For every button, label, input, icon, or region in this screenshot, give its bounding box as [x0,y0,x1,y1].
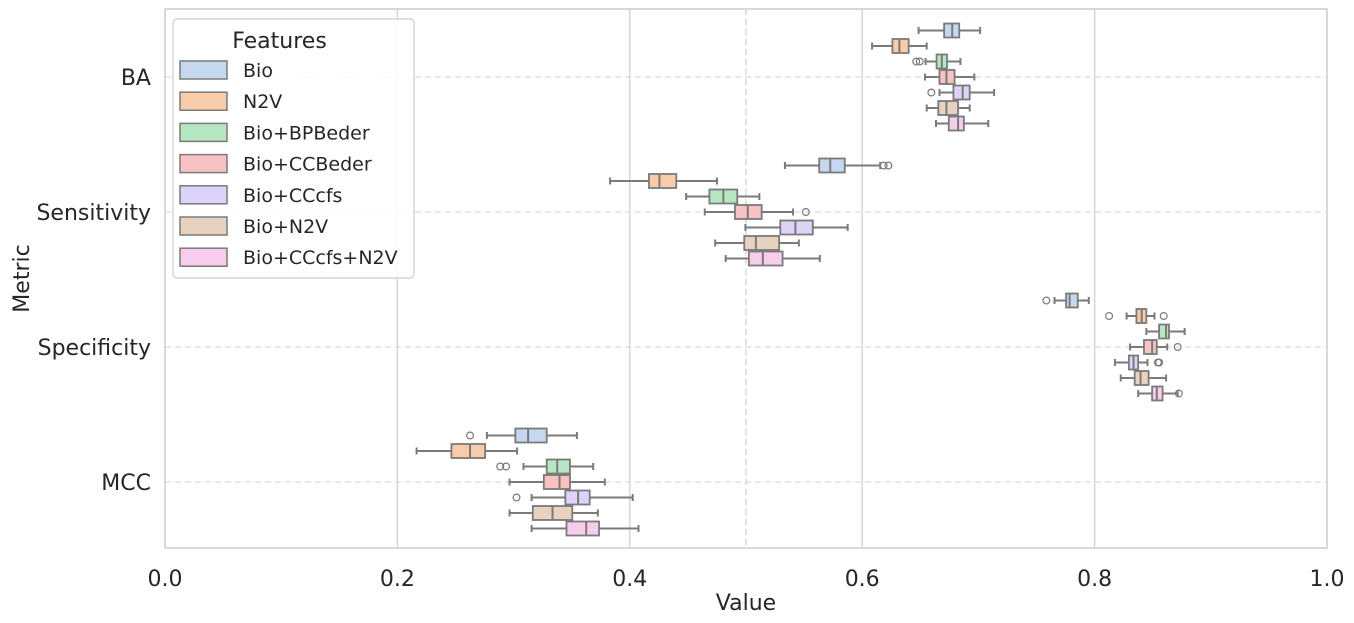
outlier-point [512,493,521,502]
series-bio-cccfs-n2v [530,115,1183,537]
box [748,250,784,267]
series-bio-bpbeder [496,53,1186,475]
outlier-point [1155,358,1164,367]
legend-title: Features [232,29,327,54]
outlier-point [466,431,475,440]
legend-item: Bio+CCcfs [179,185,342,207]
box [743,235,781,251]
series-bio-n2v [508,100,1168,521]
outlier-point [502,462,511,471]
outlier-point [1174,389,1183,398]
legend-label: Bio+CCcfs+N2V [243,247,398,269]
legend-swatch [179,60,228,80]
box [937,100,959,116]
series-bio [466,22,1090,444]
x-tick-label: 0.2 [380,567,415,592]
outlier-point [915,57,924,66]
axis-layer: 0.0 0.2 0.4 0.6 0.8 1.0 BA Sensitivity Specifici… [36,66,1344,592]
legend-swatch [179,216,228,236]
box [1133,370,1150,386]
outlier-point [496,462,505,471]
outlier-point [879,161,888,170]
box [891,38,910,54]
box [514,427,548,444]
x-tick-label: 0.4 [612,567,647,592]
box [450,443,487,459]
box [1065,292,1079,309]
box [648,173,678,189]
box [565,520,600,537]
box [1158,323,1170,340]
box [947,115,965,132]
x-tick-label: 0.0 [148,567,183,592]
y-tick-label: BA [121,66,151,91]
box [779,219,814,236]
outlier-point [1105,312,1114,321]
legend-swatch [179,247,228,267]
x-tick-label: 1.0 [1310,567,1345,592]
legend-item: Bio+CCcfs+N2V [179,247,398,269]
box-layer [415,22,1186,537]
x-axis-title: Value [716,591,776,616]
y-tick-label: Sensitivity [36,201,151,226]
legend-swatch [179,122,228,143]
legend-label: Bio+CCBeder [243,154,372,176]
legend-frame [172,18,415,279]
outlier-point [1159,312,1168,321]
legend-label: Bio+N2V [243,216,328,238]
outlier-point [801,208,810,217]
legend-swatch [179,153,228,174]
box [952,84,971,101]
outlier-point [927,88,936,97]
legend-label: Bio+BPBeder [243,122,370,144]
y-axis-title: Metric [10,244,35,312]
legend-item: Bio+N2V [179,216,328,238]
plot-frame [164,8,1328,549]
legend-swatch [179,91,228,111]
series-bio-cccfs [512,84,1164,506]
y-tick-label: MCC [101,471,151,496]
outlier-point [1173,343,1182,352]
outlier-point [884,161,893,170]
legend-item: Bio+BPBeder [179,122,370,144]
x-tick-label: 0.8 [1077,567,1112,592]
outlier-point [912,57,921,66]
box [818,157,846,174]
legend-item: Bio+CCBeder [179,153,372,176]
outlier-point [1042,296,1051,305]
y-tick-label: Specificity [38,336,151,361]
x-tick-label: 0.6 [845,567,880,592]
legend-label: Bio+CCcfs [243,185,342,207]
legend-items: Bio N2V Bio+BPBeder Bio+CCBeder Bio+CCcfs Bio… [179,60,398,269]
legend-item: Bio [179,60,273,82]
box [545,458,571,475]
series-bio-ccbeder [508,69,1182,490]
legend-swatch [179,185,228,205]
box [1143,339,1158,355]
series-n2v [415,38,1168,459]
legend-item: N2V [179,91,282,113]
legend: Features BioN2VBio+BPBederBio+CCBederBio… [172,18,415,279]
legend-label: N2V [243,91,282,113]
legend-label: Bio [243,60,273,82]
box [542,474,571,490]
